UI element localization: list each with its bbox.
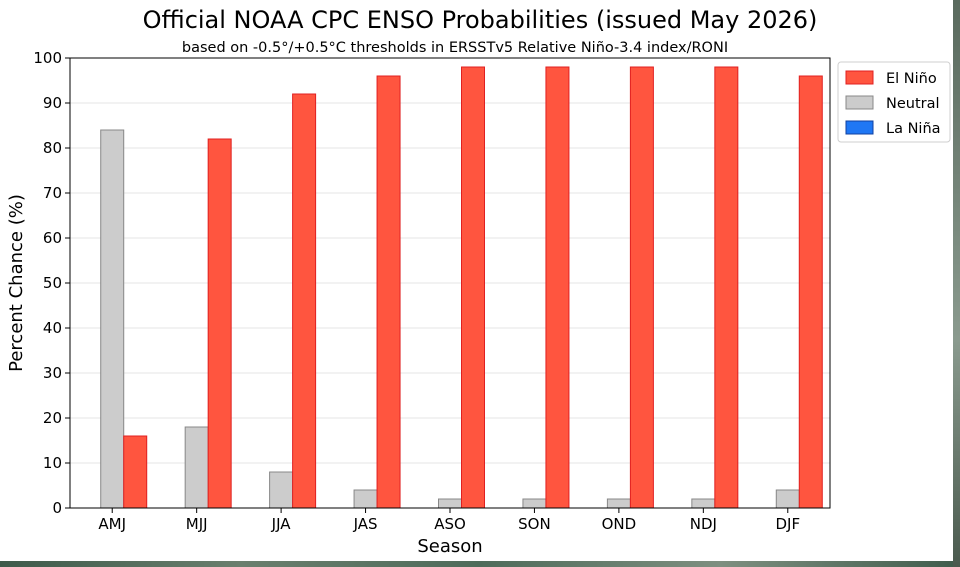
bar-el-ni-o-ndj bbox=[714, 66, 739, 509]
bar-el-ni-o-jas bbox=[376, 75, 401, 509]
y-tick-label: 70 bbox=[43, 184, 62, 202]
bar-neutral-ond bbox=[606, 498, 631, 509]
bar-el-ni-o-amj bbox=[123, 435, 148, 509]
chart-subtitle: based on -0.5°/+0.5°C thresholds in ERSS… bbox=[182, 40, 728, 56]
chart-title: Official NOAA CPC ENSO Probabilities (is… bbox=[143, 6, 818, 34]
y-tick-label: 30 bbox=[43, 364, 62, 382]
x-tick-label: NDJ bbox=[690, 515, 717, 533]
bar-neutral-jja bbox=[269, 471, 294, 509]
y-tick-label: 60 bbox=[43, 229, 62, 247]
bar-neutral-son bbox=[522, 498, 547, 509]
x-tick-label: DJF bbox=[775, 515, 800, 533]
bar-neutral-amj bbox=[100, 129, 125, 509]
legend: El Niño Neutral La Niña bbox=[837, 61, 951, 143]
y-tick-label: 10 bbox=[43, 454, 62, 472]
legend-swatch-neutral bbox=[845, 95, 874, 110]
legend-label: El Niño bbox=[886, 71, 937, 87]
y-axis-label: Percent Chance (%) bbox=[6, 194, 27, 372]
bar-neutral-aso bbox=[438, 498, 462, 509]
bar-el-ni-o-ond bbox=[629, 66, 654, 509]
x-tick-label: AMJ bbox=[98, 515, 126, 533]
bar-neutral-mjj bbox=[184, 426, 209, 509]
y-tick-label: 50 bbox=[43, 274, 62, 292]
legend-label: La Niña bbox=[886, 121, 941, 137]
bar-neutral-djf bbox=[775, 489, 800, 509]
y-tick-label: 100 bbox=[33, 49, 62, 67]
legend-swatch-la-ni-a bbox=[845, 120, 874, 135]
bar-el-ni-o-djf bbox=[798, 75, 823, 509]
legend-swatch-el-ni-o bbox=[845, 70, 874, 85]
bar-el-ni-o-aso bbox=[461, 66, 485, 509]
x-tick-label: SON bbox=[518, 515, 551, 533]
y-tick-label: 20 bbox=[43, 409, 62, 427]
y-tick-label: 0 bbox=[52, 499, 62, 517]
bar-neutral-jas bbox=[353, 489, 378, 509]
y-tick-label: 80 bbox=[43, 139, 62, 157]
x-tick-label: MJJ bbox=[186, 515, 208, 533]
legend-label: Neutral bbox=[886, 96, 940, 112]
background-strip bbox=[0, 561, 960, 567]
x-tick-label: JJA bbox=[271, 515, 292, 533]
bar-el-ni-o-son bbox=[545, 66, 570, 509]
x-axis-label: Season bbox=[417, 536, 482, 557]
bar-el-ni-o-mjj bbox=[207, 138, 232, 509]
bar-neutral-ndj bbox=[691, 498, 716, 509]
x-tick-label: ASO bbox=[434, 515, 466, 533]
x-tick-label: JAS bbox=[353, 515, 378, 533]
background-strip-right bbox=[953, 0, 960, 567]
y-tick-label: 40 bbox=[43, 319, 62, 337]
plot-area: 0 10 20 30 40 50 60 70 80 90 100 AMJ MJJ JJA JAS ASO SON… bbox=[33, 49, 831, 533]
bar-el-ni-o-jja bbox=[292, 93, 317, 509]
y-tick-label: 90 bbox=[43, 94, 62, 112]
x-tick-label: OND bbox=[602, 515, 637, 533]
